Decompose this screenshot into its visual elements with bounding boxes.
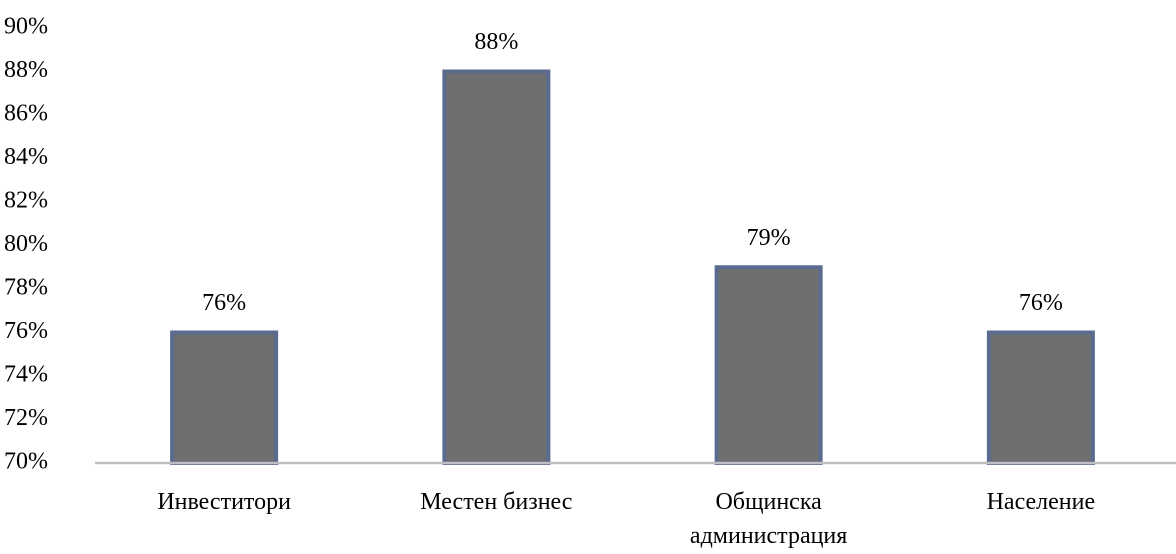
y-tick-label: 80% <box>4 231 48 257</box>
y-tick-label: 86% <box>4 101 48 127</box>
y-tick-label: 70% <box>4 449 48 475</box>
value-label: 76% <box>1019 290 1063 316</box>
bar <box>170 330 279 465</box>
x-tick-label: Общинска администрация <box>689 489 848 549</box>
y-tick-label: 74% <box>4 362 48 388</box>
bar <box>986 330 1095 465</box>
y-tick-label: 90% <box>4 14 48 40</box>
bar <box>714 265 823 465</box>
bar <box>442 69 551 465</box>
y-tick-label: 78% <box>4 275 48 301</box>
y-tick-label: 76% <box>4 318 48 344</box>
x-tick-label: Население <box>986 489 1096 515</box>
y-tick-label: 82% <box>4 188 48 214</box>
value-label: 79% <box>747 225 791 251</box>
y-tick-label: 84% <box>4 144 48 170</box>
y-tick-label: 72% <box>4 405 48 431</box>
value-label: 76% <box>202 290 246 316</box>
x-tick-label: Местен бизнес <box>420 489 573 515</box>
y-tick-label: 88% <box>4 57 48 83</box>
x-tick-label: Инвеститори <box>157 489 291 515</box>
value-label: 88% <box>474 29 518 55</box>
